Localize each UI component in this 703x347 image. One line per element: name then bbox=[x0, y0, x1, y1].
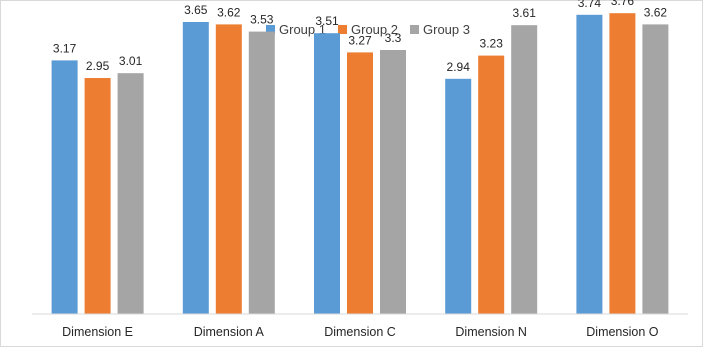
data-label-dimension-e-group-1: 3.17 bbox=[53, 41, 77, 55]
data-label-dimension-c-group-2: 3.27 bbox=[348, 33, 372, 47]
data-label-dimension-a-group-1: 3.65 bbox=[184, 3, 208, 17]
bar-dimension-o-group-1 bbox=[576, 14, 603, 315]
bar-dimension-c-group-3 bbox=[380, 50, 406, 314]
legend-swatch-group-3 bbox=[410, 25, 419, 34]
legend-swatch-group-1 bbox=[266, 25, 275, 34]
bar-dimension-e-group-2 bbox=[84, 78, 111, 314]
bar-dimension-c-group-1 bbox=[314, 33, 340, 314]
bar-dimension-n-group-2 bbox=[478, 55, 505, 314]
data-label-dimension-n-group-2: 3.23 bbox=[480, 37, 504, 51]
bar-dimension-a-group-2 bbox=[215, 24, 242, 315]
data-label-dimension-a-group-3: 3.53 bbox=[250, 13, 274, 27]
data-label-dimension-o-group-2: 3.76 bbox=[611, 0, 635, 8]
data-labels: 3.17 2.95 3.01 3.65 3.62 3.53 3.51 3.27 3.3 2.94 3… bbox=[53, 0, 667, 74]
x-tick-dimension-o: Dimension O bbox=[586, 325, 659, 339]
x-tick-labels: Dimension E Dimension A Dimension C Dimensi… bbox=[62, 325, 659, 339]
bar-dimension-o-group-3 bbox=[642, 24, 669, 315]
data-label-dimension-e-group-2: 2.95 bbox=[86, 59, 110, 73]
bar-dimension-o-group-2 bbox=[609, 13, 636, 314]
x-tick-dimension-n: Dimension N bbox=[455, 325, 527, 339]
bar-dimension-e-group-3 bbox=[117, 73, 144, 314]
legend-label-group-3: Group 3 bbox=[423, 22, 470, 37]
data-label-dimension-c-group-3: 3.3 bbox=[385, 31, 402, 45]
bars bbox=[51, 13, 669, 315]
x-tick-dimension-c: Dimension C bbox=[324, 325, 396, 339]
data-label-dimension-o-group-3: 3.62 bbox=[644, 5, 668, 19]
bar-dimension-n-group-1 bbox=[445, 78, 472, 314]
data-label-dimension-a-group-2: 3.62 bbox=[217, 5, 241, 19]
bar-dimension-n-group-3 bbox=[511, 25, 538, 314]
bar-dimension-e-group-1 bbox=[51, 60, 78, 315]
bar-dimension-a-group-3 bbox=[248, 31, 275, 314]
data-label-dimension-c-group-1: 3.51 bbox=[315, 14, 339, 28]
data-label-dimension-o-group-1: 3.74 bbox=[578, 0, 602, 10]
data-label-dimension-e-group-3: 3.01 bbox=[119, 54, 143, 68]
legend-label-group-2: Group 2 bbox=[351, 22, 398, 37]
bar-dimension-a-group-1 bbox=[182, 22, 209, 314]
x-tick-dimension-a: Dimension A bbox=[194, 325, 265, 339]
bar-dimension-c-group-2 bbox=[347, 52, 373, 315]
legend-swatch-group-2 bbox=[338, 25, 347, 34]
data-label-dimension-n-group-1: 2.94 bbox=[447, 60, 471, 74]
data-label-dimension-n-group-3: 3.61 bbox=[513, 6, 537, 20]
x-tick-dimension-e: Dimension E bbox=[62, 325, 133, 339]
